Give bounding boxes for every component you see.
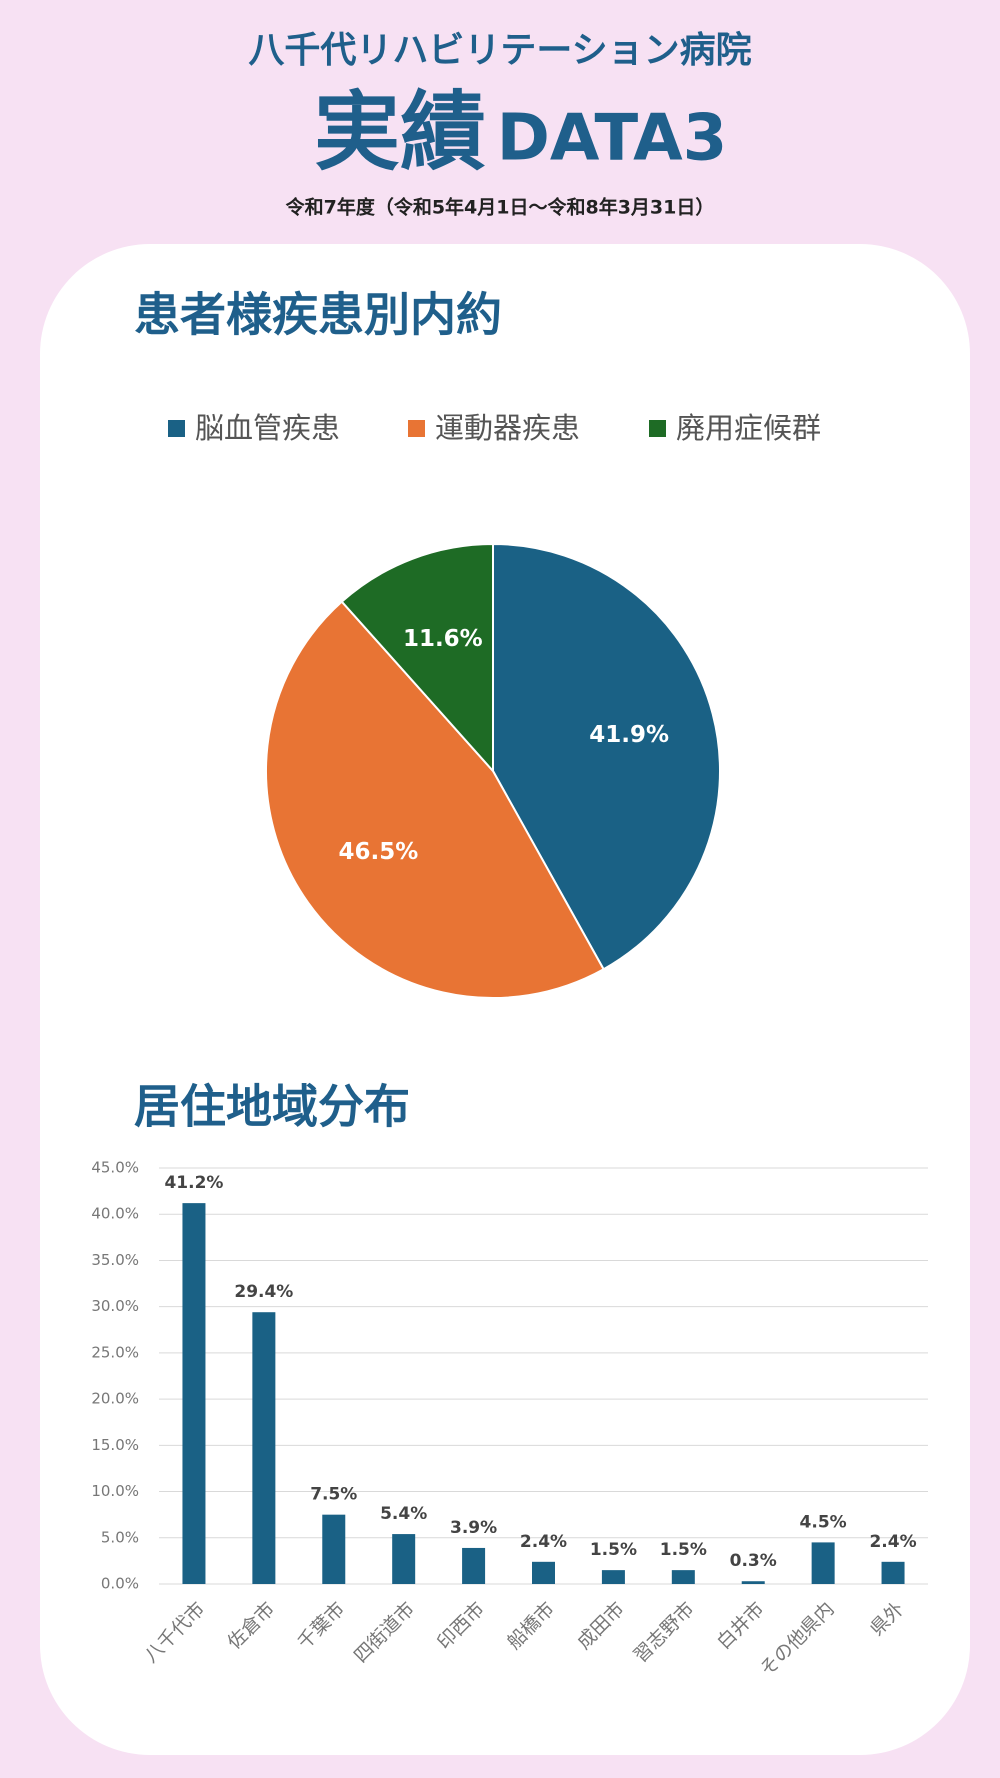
bar [671,1570,695,1584]
data-label: 41.9% [589,722,669,748]
bar [392,1534,416,1584]
main-title-suffix: DATA3 [497,102,727,176]
legend-swatch [649,420,666,437]
data-label: 4.5% [800,1512,847,1532]
data-label: 46.5% [338,839,418,865]
y-tick-label: 15.0% [91,1436,139,1454]
y-tick-label: 35.0% [91,1251,139,1269]
data-label: 41.2% [164,1173,223,1193]
y-tick-label: 0.0% [101,1575,139,1593]
main-title: 実績 [314,82,486,182]
bar [741,1581,765,1584]
period: 令和7年度（令和5年4月1日～令和8年3月31日） [286,196,715,219]
bar [182,1203,206,1584]
legend-swatch [168,420,185,437]
bar [601,1570,625,1584]
y-tick-label: 10.0% [91,1482,139,1500]
data-label: 5.4% [380,1504,427,1524]
data-label: 29.4% [234,1282,293,1302]
chart-title: 居住地域分布 [134,1080,410,1134]
y-tick-label: 5.0% [101,1528,139,1546]
bar [462,1547,486,1584]
legend-label: 運動器疾患 [435,411,580,445]
y-tick-label: 40.0% [91,1205,139,1223]
data-label: 0.3% [730,1551,777,1571]
data-label: 1.5% [660,1540,707,1560]
y-tick-label: 25.0% [91,1343,139,1361]
bar [881,1561,905,1584]
data-label: 2.4% [869,1532,916,1552]
data-label: 7.5% [310,1485,357,1505]
data-label: 2.4% [520,1532,567,1552]
legend-label: 脳血管疾患 [195,411,340,445]
bar [322,1514,346,1584]
bar [252,1312,276,1584]
legend-swatch [408,420,425,437]
y-tick-label: 45.0% [91,1159,139,1177]
chart-title: 患者様疾患別内約 [134,288,502,342]
pie-slice [492,542,721,971]
data-label: 3.9% [450,1518,497,1538]
y-tick-label: 20.0% [91,1390,139,1408]
legend-label: 廃用症候群 [676,411,821,445]
pie-slice [265,600,605,999]
pie-slice [340,542,494,774]
data-label: 11.6% [403,626,483,652]
bar [811,1542,835,1584]
bar [532,1561,555,1584]
hospital-name: 八千代リハビリテーション病院 [248,30,751,71]
y-tick-label: 30.0% [91,1297,139,1315]
data-label: 1.5% [590,1540,637,1560]
